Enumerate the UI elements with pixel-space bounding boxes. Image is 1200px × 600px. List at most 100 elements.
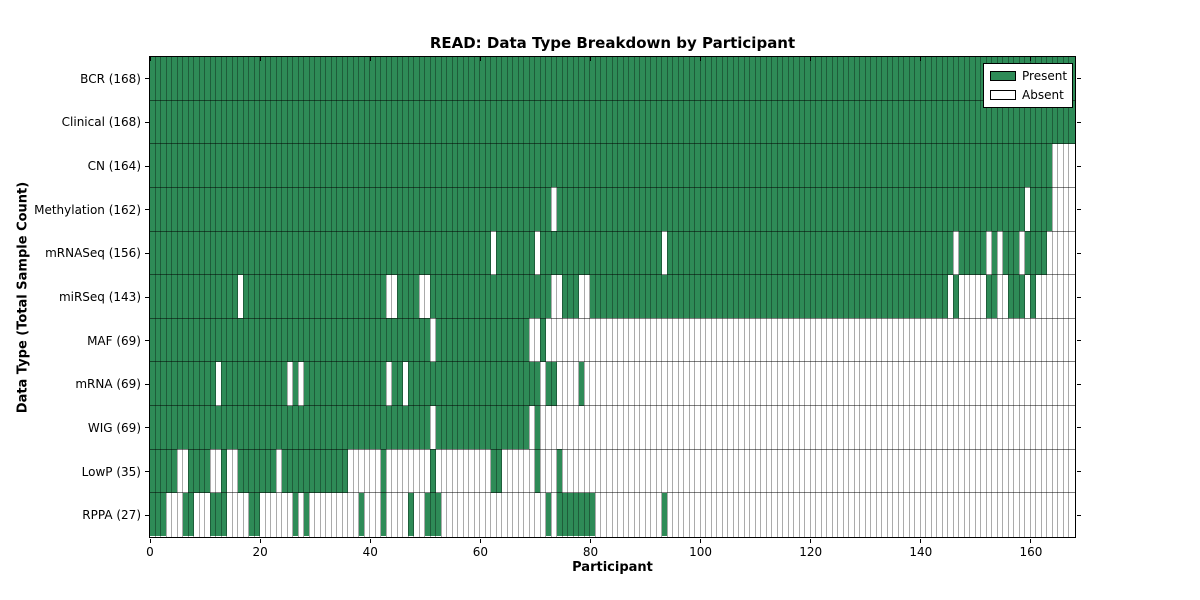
- x-tick: [700, 538, 702, 543]
- grid-vline: [1029, 56, 1031, 537]
- grid-vline: [985, 56, 987, 537]
- y-axis-label: Data Type (Total Sample Count): [15, 181, 31, 414]
- present-segment: [545, 492, 552, 537]
- grid-vline: [886, 56, 888, 537]
- y-tick-right: [1076, 471, 1081, 473]
- grid-vline: [727, 56, 729, 537]
- grid-vline: [782, 56, 784, 537]
- present-segment: [1002, 231, 1020, 275]
- y-tick-right: [1076, 296, 1081, 298]
- y-tick-left: [144, 209, 149, 211]
- x-tick-top: [369, 57, 371, 61]
- matrix-row: [149, 187, 1075, 232]
- x-tick: [920, 538, 922, 543]
- grid-vline: [484, 56, 486, 537]
- grid-vline: [391, 56, 393, 537]
- y-tick-left: [144, 383, 149, 385]
- grid-vline: [308, 56, 310, 537]
- x-tick-label: 100: [689, 545, 713, 559]
- grid-vline: [919, 56, 921, 537]
- present-segment: [435, 318, 530, 362]
- grid-vline: [1040, 56, 1042, 537]
- grid-hline: [149, 230, 1075, 232]
- grid-hline: [149, 99, 1075, 101]
- grid-vline: [402, 56, 404, 537]
- legend-label-present: Present: [1022, 69, 1068, 83]
- y-tick-right: [1076, 514, 1081, 516]
- present-segment: [303, 492, 310, 537]
- grid-vline: [1018, 56, 1020, 537]
- grid-vline: [275, 56, 277, 537]
- x-tick: [810, 538, 812, 543]
- present-segment: [182, 492, 194, 537]
- present-segment: [991, 231, 998, 275]
- x-tick-top: [920, 57, 922, 61]
- grid-vline: [473, 56, 475, 537]
- x-tick-top: [479, 57, 481, 61]
- grid-vline: [578, 56, 580, 537]
- grid-vline: [517, 56, 519, 537]
- grid-vline: [413, 56, 415, 537]
- present-segment: [1008, 274, 1025, 319]
- grid-vline: [176, 56, 178, 537]
- grid-hline: [149, 448, 1075, 450]
- grid-vline: [1013, 56, 1015, 537]
- present-segment: [358, 492, 365, 537]
- x-tick-label: 0: [146, 545, 154, 559]
- x-tick-label: 120: [799, 545, 823, 559]
- grid-vline: [605, 56, 607, 537]
- grid-vline: [996, 56, 998, 537]
- y-tick-label: Clinical (168): [61, 115, 141, 130]
- grid-vline: [617, 56, 618, 537]
- grid-vline: [930, 56, 932, 537]
- present-segment: [149, 449, 178, 493]
- grid-vline: [941, 56, 943, 537]
- y-tick-label: WIG (69): [87, 420, 141, 435]
- plot-area: [148, 55, 1076, 538]
- grid-vline: [253, 56, 255, 537]
- present-segment: [540, 231, 662, 275]
- present-segment: [1030, 274, 1036, 319]
- grid-vline: [418, 56, 420, 537]
- grid-vline: [385, 56, 387, 537]
- grid-hline: [149, 492, 1075, 494]
- x-axis-label: Participant: [572, 560, 653, 575]
- present-segment: [303, 361, 387, 406]
- grid-vline: [297, 56, 299, 537]
- grid-vline: [908, 56, 910, 537]
- grid-vline: [716, 56, 718, 537]
- grid-vline: [611, 56, 613, 537]
- grid-vline: [914, 56, 916, 537]
- present-segment: [1030, 187, 1053, 232]
- grid-vline: [1035, 56, 1037, 537]
- grid-vline: [991, 56, 993, 537]
- present-segment: [545, 361, 557, 406]
- grid-vline: [479, 56, 481, 537]
- grid-vline: [187, 56, 189, 537]
- present-segment: [667, 231, 954, 275]
- present-segment: [490, 449, 502, 493]
- grid-vline: [495, 56, 497, 537]
- grid-vline: [683, 56, 685, 537]
- grid-vline: [374, 56, 376, 537]
- grid-vline: [440, 56, 442, 537]
- present-segment: [408, 492, 414, 537]
- grid-vline: [193, 56, 195, 537]
- grid-vline: [182, 56, 184, 537]
- grid-vline: [622, 56, 624, 537]
- grid-vline: [589, 56, 591, 537]
- present-segment: [248, 492, 260, 537]
- grid-vline: [198, 56, 200, 537]
- grid-vline: [721, 56, 723, 537]
- grid-vline: [330, 56, 332, 537]
- grid-vline: [572, 56, 574, 537]
- grid-vline: [925, 56, 927, 537]
- grid-vline: [864, 56, 866, 537]
- present-segment: [578, 361, 585, 406]
- grid-vline: [980, 56, 982, 537]
- grid-vline: [512, 56, 514, 537]
- grid-vline: [754, 56, 756, 537]
- grid-vline: [848, 56, 850, 537]
- grid-hline: [149, 143, 1075, 145]
